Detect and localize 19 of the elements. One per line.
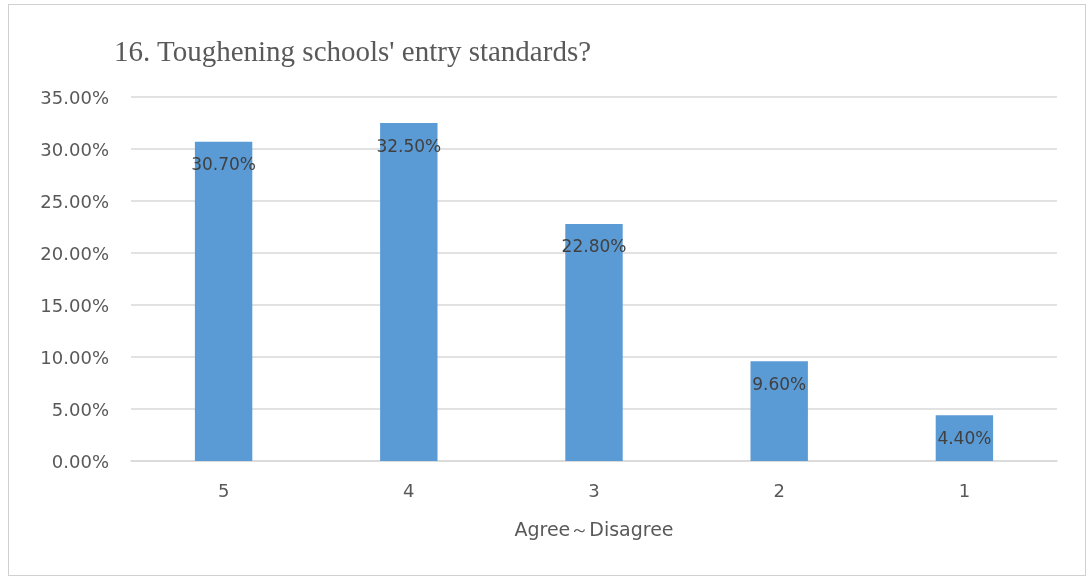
y-tick-label: 5.00% — [51, 398, 109, 420]
bar — [194, 141, 253, 461]
x-axis-title: Agree～Disagree — [514, 517, 674, 540]
x-tick-label: 5 — [217, 479, 230, 501]
bar — [750, 361, 808, 461]
chart-title: 16. Toughening schools' entry standards? — [114, 34, 592, 67]
y-tick-label: 15.00% — [40, 294, 109, 316]
y-tick-label: 20.00% — [40, 242, 109, 264]
data-label: 9.60% — [752, 373, 807, 394]
x-tick-label: 1 — [958, 479, 971, 501]
x-tick-label: 4 — [403, 479, 415, 501]
x-tick-label: 2 — [773, 479, 785, 501]
y-tick-label: 10.00% — [40, 346, 109, 368]
data-label: 4.40% — [937, 427, 992, 448]
y-tick-label: 25.00% — [40, 190, 109, 212]
y-tick-label: 35.00% — [40, 86, 109, 108]
x-tick-label: 3 — [588, 479, 600, 501]
y-tick-label: 0.00% — [51, 450, 109, 472]
y-tick-label: 30.00% — [40, 138, 109, 160]
